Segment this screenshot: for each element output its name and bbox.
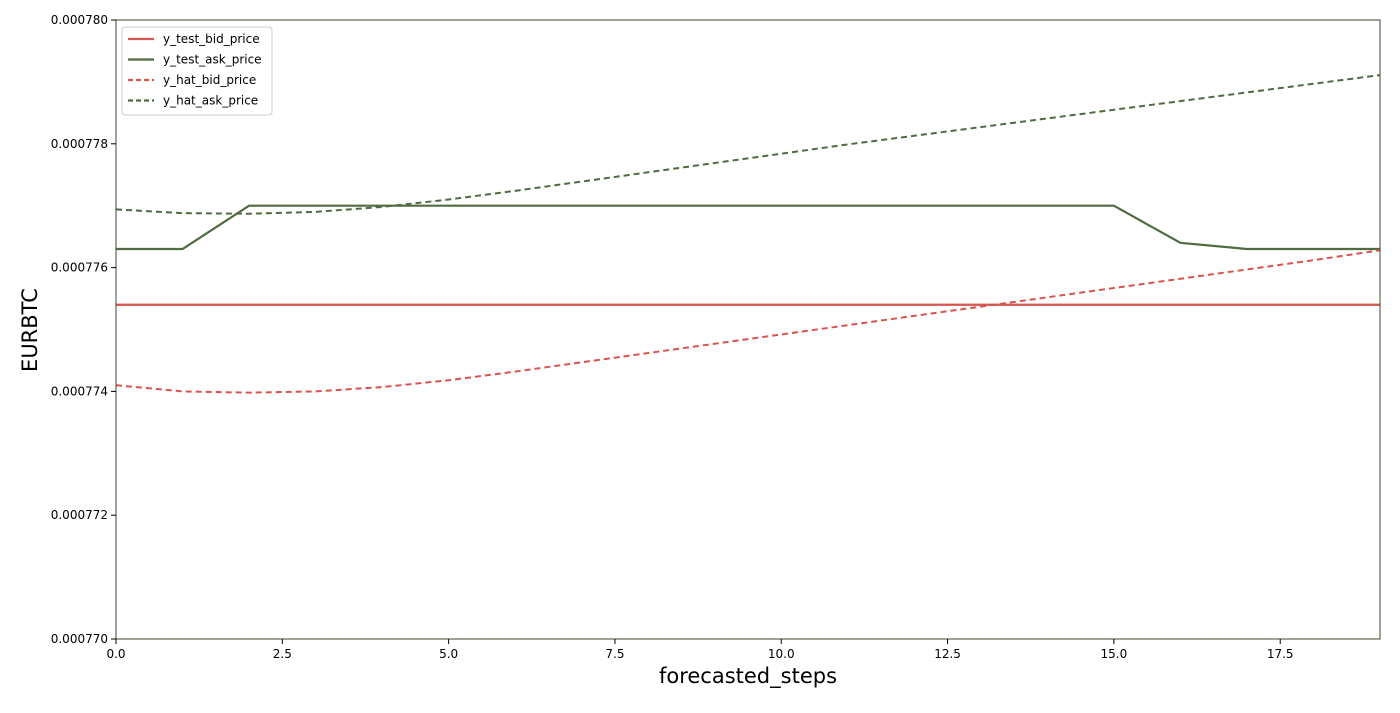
x-tick-label: 7.5 — [605, 647, 624, 661]
x-tick-label: 15.0 — [1101, 647, 1128, 661]
series-line-y_hat_ask_price — [115, 74, 1381, 215]
y-tick-label: 0.000774 — [51, 384, 108, 398]
x-axis: 0.0 2.5 5.0 7.5 10.0 12.5 15.0 17.5 — [106, 639, 1294, 661]
legend-label-y_hat_ask_price: y_hat_ask_price — [163, 94, 258, 108]
x-tick-label: 10.0 — [768, 647, 795, 661]
series-line-y_hat_bid_price — [115, 249, 1381, 394]
y-tick-label: 0.000776 — [51, 261, 108, 275]
x-tick-label: 12.5 — [934, 647, 961, 661]
x-tick-label: 17.5 — [1267, 647, 1294, 661]
plot-area — [115, 74, 1381, 394]
y-axis-label: EURBTC — [18, 288, 42, 372]
y-tick-label: 0.000780 — [51, 13, 108, 27]
legend-label-y_hat_bid_price: y_hat_bid_price — [163, 73, 256, 87]
x-tick-label: 2.5 — [273, 647, 292, 661]
legend-label-y_test_bid_price: y_test_bid_price — [163, 32, 260, 46]
legend-label-y_test_ask_price: y_test_ask_price — [163, 53, 262, 67]
y-tick-label: 0.000772 — [51, 508, 108, 522]
x-tick-label: 0.0 — [106, 647, 125, 661]
y-tick-label: 0.000778 — [51, 137, 108, 151]
plot-frame — [115, 19, 1381, 640]
y-axis: 0.000770 0.000772 0.000774 0.000776 0.000778… — [51, 13, 116, 646]
x-axis-label: forecasted_steps — [659, 664, 837, 689]
y-tick-label: 0.000770 — [51, 632, 108, 646]
x-tick-label: 5.0 — [439, 647, 458, 661]
legend-box — [121, 26, 273, 116]
legend: y_test_bid_price y_test_ask_price y_hat_bi… — [121, 26, 273, 116]
series-line-y_test_ask_price — [116, 204, 1380, 251]
